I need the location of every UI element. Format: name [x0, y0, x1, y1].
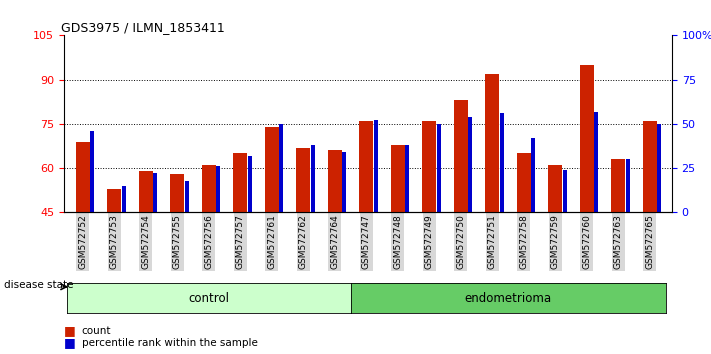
Bar: [247, 156, 252, 212]
Bar: [469, 117, 472, 212]
Bar: [216, 166, 220, 212]
Text: ■: ■: [64, 336, 76, 349]
Bar: [311, 145, 314, 212]
Bar: [500, 113, 503, 212]
Bar: [342, 152, 346, 212]
Text: control: control: [188, 292, 230, 305]
Bar: [517, 153, 531, 212]
Bar: [264, 127, 279, 212]
Bar: [626, 159, 629, 212]
Bar: [562, 170, 567, 212]
Bar: [279, 124, 283, 212]
Text: GDS3975 / ILMN_1853411: GDS3975 / ILMN_1853411: [61, 21, 225, 34]
Text: count: count: [82, 326, 111, 336]
Bar: [107, 189, 122, 212]
Bar: [454, 100, 468, 212]
Bar: [202, 165, 216, 212]
Bar: [548, 165, 562, 212]
Bar: [422, 121, 437, 212]
Bar: [657, 124, 661, 212]
Bar: [611, 159, 626, 212]
Bar: [594, 112, 598, 212]
Bar: [486, 74, 499, 212]
Bar: [579, 65, 594, 212]
Bar: [374, 120, 378, 212]
Text: ■: ■: [64, 325, 76, 337]
Bar: [171, 174, 184, 212]
Bar: [122, 186, 126, 212]
Bar: [437, 124, 441, 212]
Bar: [391, 144, 405, 212]
Text: endometrioma: endometrioma: [464, 292, 552, 305]
Bar: [328, 150, 342, 212]
Bar: [76, 142, 90, 212]
Bar: [531, 138, 535, 212]
Bar: [296, 148, 311, 212]
Text: disease state: disease state: [4, 280, 73, 290]
Bar: [185, 181, 188, 212]
Bar: [233, 153, 247, 212]
Bar: [359, 121, 373, 212]
Bar: [154, 173, 157, 212]
Bar: [90, 131, 94, 212]
Text: percentile rank within the sample: percentile rank within the sample: [82, 338, 257, 348]
Bar: [139, 171, 153, 212]
Bar: [643, 121, 657, 212]
Bar: [405, 145, 409, 212]
